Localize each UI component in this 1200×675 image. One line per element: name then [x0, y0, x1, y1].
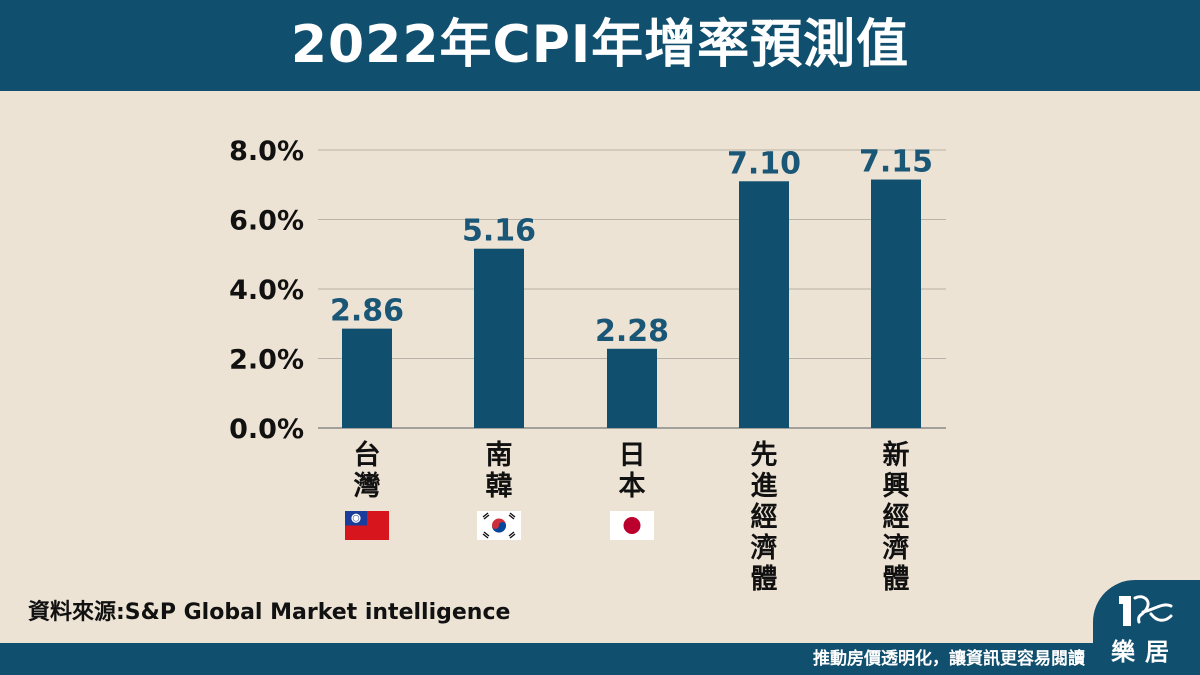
x-tick-label: 台灣 — [353, 440, 381, 502]
brand-logo: 樂居 — [1093, 580, 1200, 675]
footer-bar: 推動房價透明化，讓資訊更容易閱讀 — [0, 643, 1200, 675]
bar — [342, 328, 392, 428]
data-label: 2.86 — [330, 294, 404, 329]
bar — [474, 248, 524, 428]
data-label: 5.16 — [462, 214, 536, 249]
page-title: 2022年CPI年增率預測值 — [290, 15, 910, 75]
header-bar — [0, 0, 1200, 91]
y-tick-label: 6.0% — [229, 206, 304, 237]
footer-slogan: 推動房價透明化，讓資訊更容易閱讀 — [813, 649, 1085, 669]
data-label: 7.15 — [859, 145, 933, 180]
logo-icon — [1119, 595, 1173, 626]
logo-text: 樂居 — [1111, 638, 1179, 666]
data-source: 資料來源:S&P Global Market intelligence — [28, 600, 511, 625]
x-tick-label: 先進經濟體 — [750, 440, 778, 595]
x-tick-label: 新興經濟體 — [882, 440, 910, 595]
taiwan-flag-icon — [345, 511, 389, 540]
x-tick-label: 日本 — [618, 440, 646, 502]
y-tick-label: 2.0% — [229, 345, 304, 376]
x-tick-label: 南韓 — [485, 440, 513, 502]
bar — [607, 348, 657, 428]
y-tick-label: 8.0% — [229, 136, 304, 167]
y-tick-label: 0.0% — [229, 414, 304, 445]
data-label: 2.28 — [595, 314, 669, 349]
bar-chart: 2.86 5.16 2.28 7.10 7.15 0.0% 2.0% 4.0% 6.0% 8.0… — [229, 136, 946, 445]
bar — [739, 181, 789, 428]
data-label: 7.10 — [727, 146, 801, 181]
south-korea-flag-icon — [477, 511, 521, 540]
japan-flag-icon — [610, 511, 654, 540]
y-tick-label: 4.0% — [229, 275, 304, 306]
bar — [871, 179, 921, 428]
